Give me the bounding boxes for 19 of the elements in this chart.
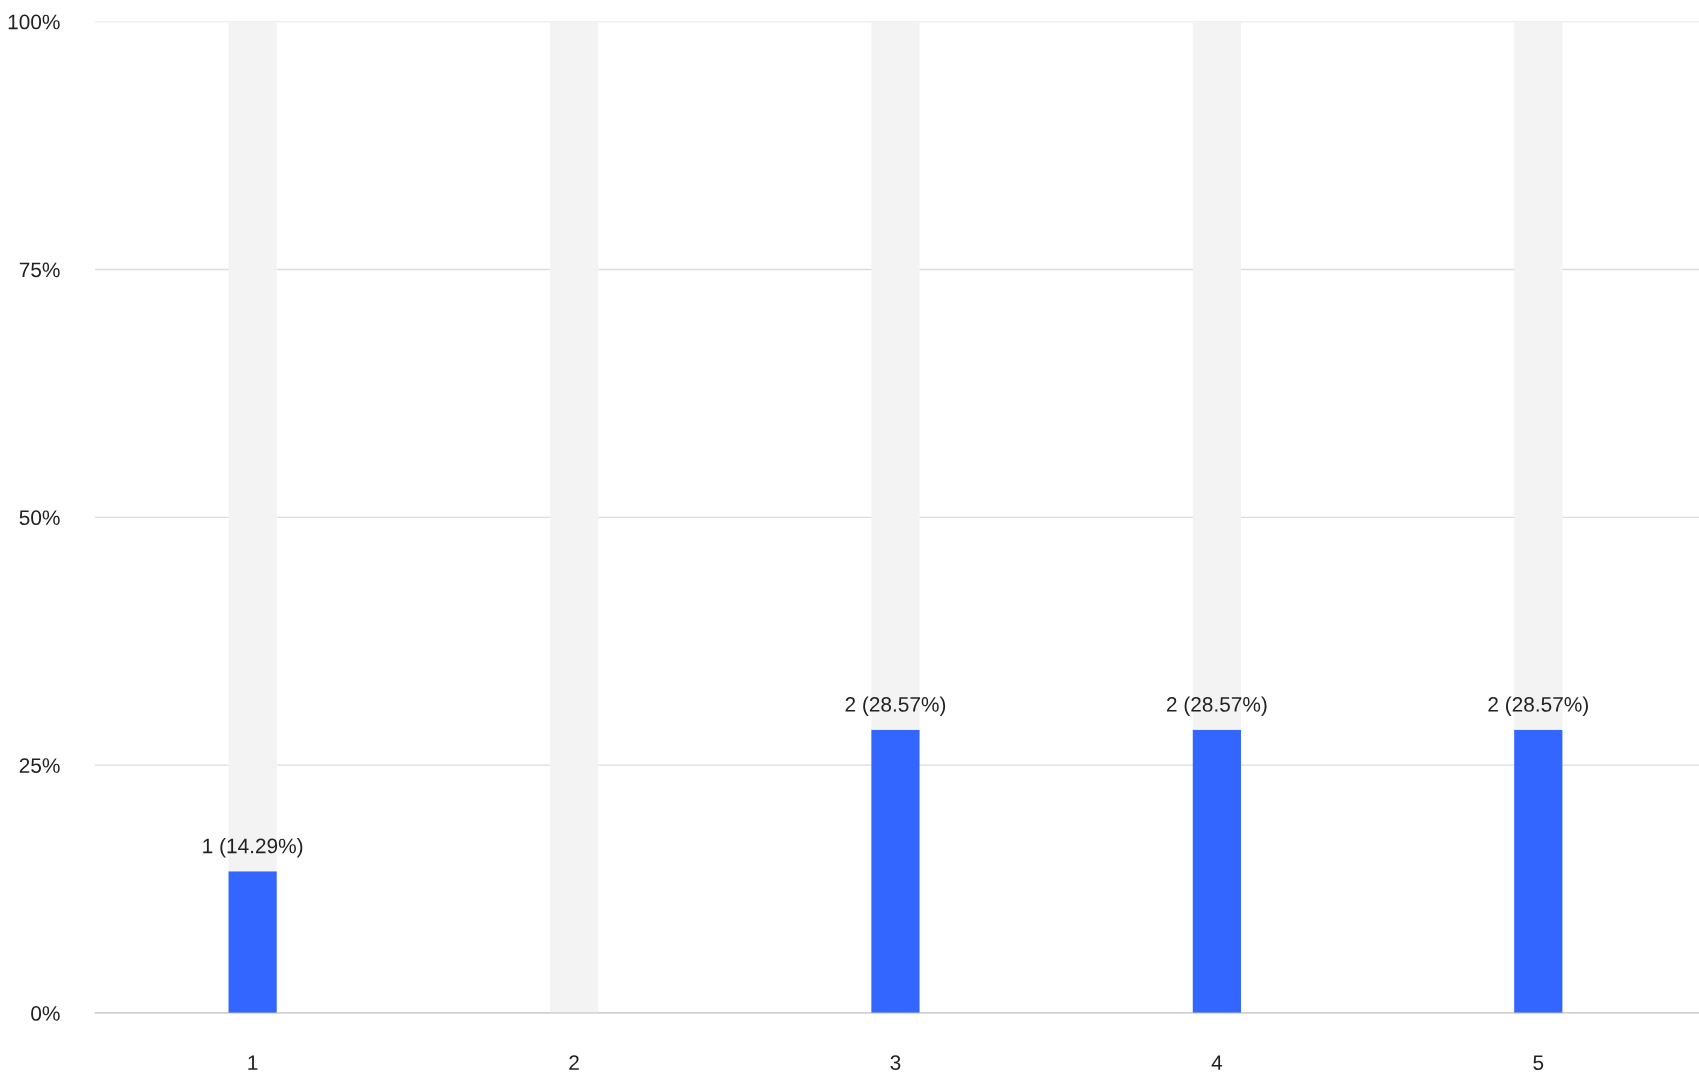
x-tick-label: 4	[1211, 1055, 1223, 1070]
bar	[1514, 729, 1563, 1014]
x-tick-label: 2	[569, 1055, 579, 1070]
x-tick-label: 5	[1533, 1055, 1544, 1071]
bar	[549, 21, 599, 1014]
y-tick-label: 25%	[19, 758, 60, 773]
bar	[228, 871, 277, 1014]
data-label: 2 (28.57%)	[1166, 696, 1267, 716]
data-label: 2 (28.57%)	[845, 696, 946, 716]
y-tick-label: 50%	[19, 510, 60, 526]
bar	[1192, 729, 1241, 1014]
data-label: 1 (14.29%)	[203, 838, 303, 858]
y-tick-label: 0%	[31, 1006, 60, 1021]
x-tick-label: 1	[248, 1055, 258, 1070]
bar	[871, 729, 920, 1014]
data-label: 2 (28.57%)	[1488, 696, 1588, 716]
x-tick-label: 3	[890, 1055, 901, 1071]
y-tick-label: 100%	[8, 14, 60, 30]
y-tick-label: 75%	[19, 262, 60, 278]
